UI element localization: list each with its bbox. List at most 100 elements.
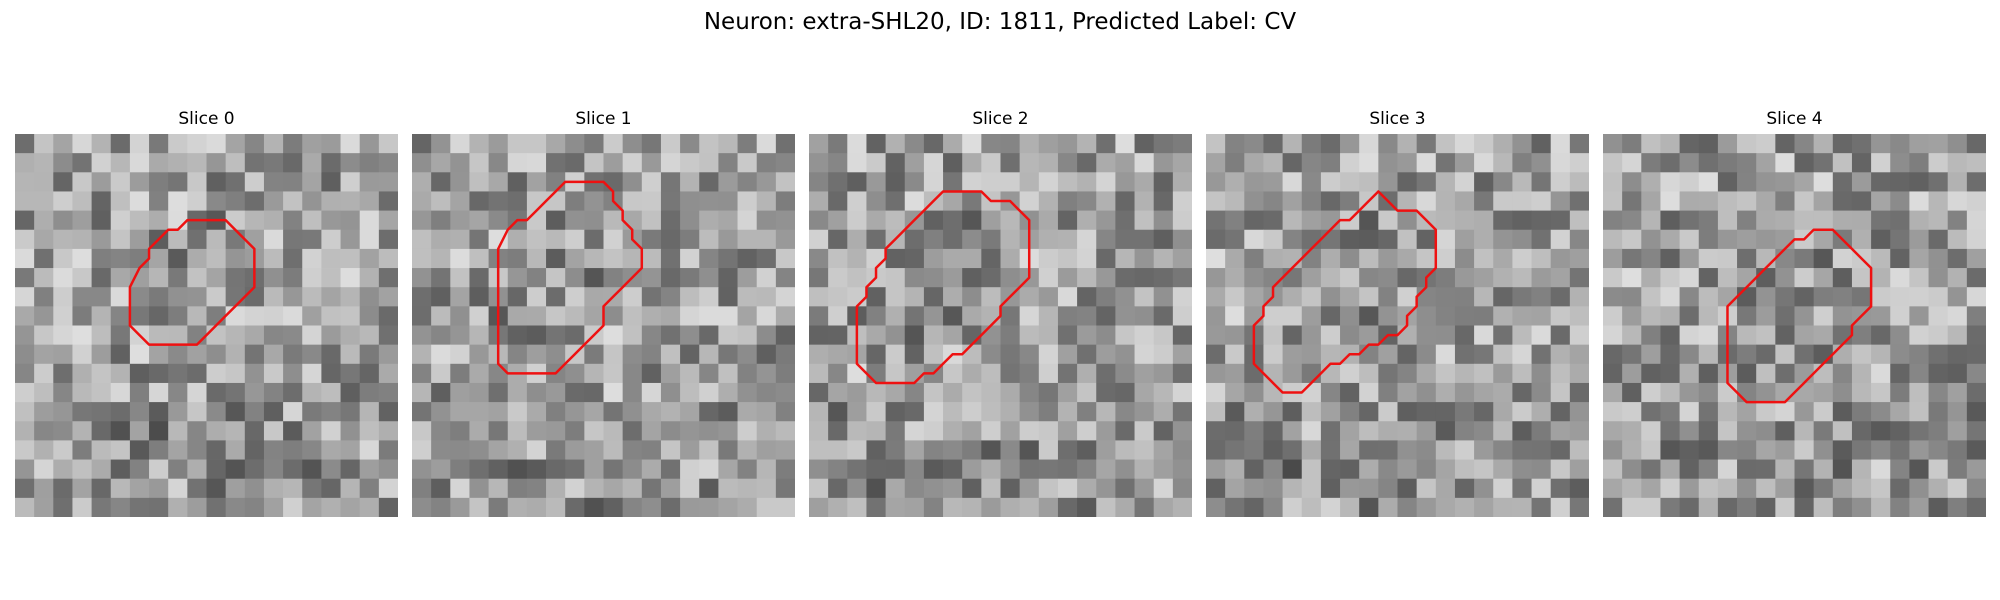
pixel <box>283 287 303 307</box>
pixel <box>263 459 284 480</box>
pixel <box>641 382 662 403</box>
pixel <box>1206 497 1226 517</box>
pixel <box>1832 134 1853 154</box>
pixel <box>1096 287 1116 307</box>
pixel <box>680 229 700 250</box>
pixel <box>263 478 284 499</box>
pixel <box>1359 402 1379 422</box>
pixel <box>809 440 829 460</box>
pixel <box>680 440 700 460</box>
pixel <box>809 210 829 231</box>
pixel <box>283 459 303 480</box>
pixel <box>584 134 604 154</box>
pixel <box>1263 363 1283 384</box>
pixel <box>1603 229 1623 250</box>
pixel <box>1153 287 1174 307</box>
pixel <box>359 248 380 269</box>
pixel <box>603 344 624 365</box>
pixel <box>110 210 131 231</box>
pixel <box>885 153 906 173</box>
pixel <box>603 459 624 480</box>
pixel <box>1756 325 1776 346</box>
pixel <box>15 153 35 173</box>
pixel <box>129 421 150 441</box>
pixel <box>488 363 509 384</box>
pixel <box>962 402 982 422</box>
pixel <box>431 229 451 250</box>
pixel <box>168 497 188 517</box>
pixel <box>1660 478 1680 499</box>
pixel <box>1966 421 1986 441</box>
pixel <box>1569 134 1589 154</box>
pixel <box>680 210 700 231</box>
pixel <box>53 134 73 154</box>
pixel <box>775 459 795 480</box>
pixel <box>847 440 867 460</box>
pixel <box>1832 172 1853 192</box>
pixel <box>507 478 528 499</box>
pixel <box>943 248 963 269</box>
pixel <box>943 153 963 173</box>
pixel <box>1737 134 1757 154</box>
pixel <box>641 497 662 517</box>
slice-4-image <box>1603 134 1986 517</box>
pixel <box>225 421 246 441</box>
pixel <box>718 478 738 499</box>
pixel <box>775 229 795 250</box>
pixel <box>1966 440 1986 460</box>
pixel <box>110 287 131 307</box>
pixel <box>431 248 451 269</box>
pixel <box>1077 440 1097 460</box>
pixel <box>1531 172 1552 192</box>
pixel <box>1263 478 1283 499</box>
pixel <box>828 363 848 384</box>
pixel <box>622 363 643 384</box>
pixel <box>15 134 35 154</box>
pixel <box>1512 402 1532 422</box>
pixel <box>206 306 227 326</box>
pixel <box>641 153 662 173</box>
pixel <box>340 229 361 250</box>
pixel <box>680 344 700 365</box>
pixel <box>828 421 848 441</box>
panel-title-slice-3: Slice 3 <box>1369 109 1426 129</box>
pixel <box>828 382 848 403</box>
pixel <box>1717 134 1738 154</box>
pixel <box>1641 306 1661 326</box>
pixel <box>412 172 432 192</box>
pixel <box>1096 497 1116 517</box>
pixel <box>206 344 227 365</box>
pixel <box>1512 229 1532 250</box>
pixel <box>450 478 470 499</box>
pixel <box>321 363 341 384</box>
pixel <box>321 268 341 288</box>
pixel <box>1397 421 1418 441</box>
pixel <box>962 382 982 403</box>
pixel <box>1756 153 1776 173</box>
pixel <box>1794 306 1815 326</box>
pixel <box>302 459 322 480</box>
pixel <box>962 287 982 307</box>
pixel <box>1077 402 1097 422</box>
pixel <box>1947 344 1968 365</box>
pixel <box>507 402 528 422</box>
pixel <box>923 402 944 422</box>
pixel <box>1038 325 1059 346</box>
pixel <box>1359 478 1379 499</box>
pixel <box>1038 153 1059 173</box>
pixel <box>1206 153 1226 173</box>
pixel <box>91 287 112 307</box>
pixel <box>866 421 886 441</box>
pixel <box>1966 229 1986 250</box>
pixel <box>225 248 246 269</box>
pixel <box>1206 172 1226 192</box>
pixel <box>507 440 528 460</box>
pixel <box>885 210 906 231</box>
pixel <box>1378 210 1398 231</box>
pixel <box>1115 344 1135 365</box>
pixel <box>809 306 829 326</box>
pixel <box>1000 402 1021 422</box>
pixel <box>1531 344 1552 365</box>
pixel <box>847 172 867 192</box>
pixel <box>809 325 829 346</box>
